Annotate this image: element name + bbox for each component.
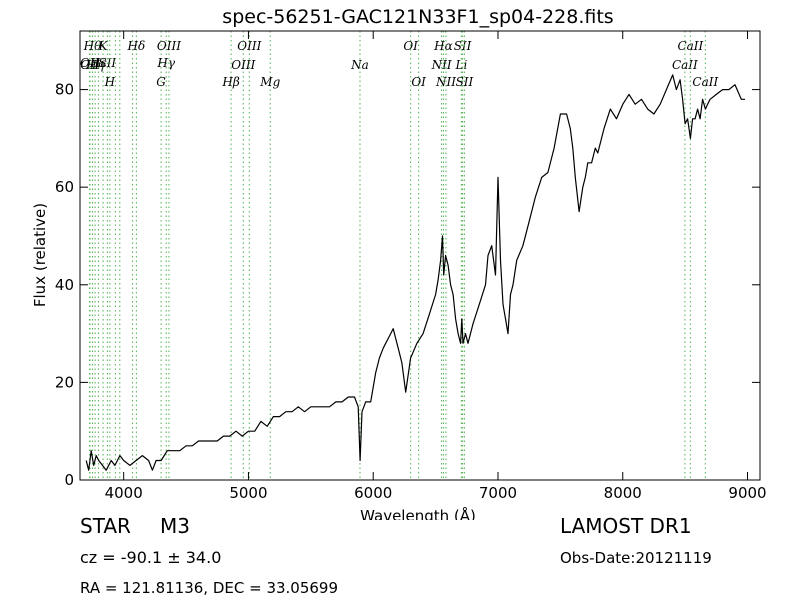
- spectrum-line: [85, 74, 745, 471]
- plot-frame: [79, 30, 761, 481]
- object-subclass: M3: [160, 514, 190, 538]
- x-tick-label: 9000: [728, 484, 766, 502]
- marker-label: Mg: [259, 75, 280, 89]
- spectrum-series: [85, 74, 745, 471]
- survey-name: LAMOST DR1: [560, 514, 692, 538]
- marker-label: Hδ: [127, 39, 146, 53]
- marker-label: Hγ: [156, 56, 175, 70]
- object-class: STAR: [80, 514, 131, 538]
- marker-label: Na: [350, 58, 369, 72]
- chart-title: spec-56251-GAC121N33F1_sp04-228.fits: [222, 6, 613, 28]
- x-tick-label: 4000: [105, 484, 143, 502]
- x-tick-label: 5000: [229, 484, 267, 502]
- marker-label: H: [104, 75, 116, 89]
- y-axis-label: Flux (relative): [31, 203, 49, 307]
- marker-label: OI: [403, 39, 418, 53]
- marker-label: G: [156, 75, 166, 89]
- x-tick-label: 7000: [479, 484, 517, 502]
- x-tick-label: 6000: [354, 484, 392, 502]
- x-tick-label: 8000: [604, 484, 642, 502]
- marker-label: Hθ: [83, 39, 102, 53]
- marker-label: CaII: [672, 58, 698, 72]
- marker-label: CaII: [677, 39, 703, 53]
- marker-label: Hβ: [221, 75, 239, 89]
- line-markers: OIIOIIHθHηHεKSIIHHδGHγOIIIHβOIIIOIIIMgNa…: [80, 31, 719, 480]
- marker-label: Li: [455, 58, 468, 72]
- spectrum-chart: spec-56251-GAC121N33F1_sp04-228.fits OII…: [31, 6, 767, 520]
- marker-label: SII: [454, 39, 472, 53]
- y-tick-label: 40: [55, 276, 74, 294]
- marker-label: CaII: [692, 75, 718, 89]
- y-tick-label: 60: [55, 178, 74, 196]
- redshift-cz: cz = -90.1 ± 34.0: [80, 548, 222, 567]
- y-tick-label: 20: [55, 373, 74, 391]
- axes: 4000 5000 6000 7000 8000 9000 0 20 40 60 80: [55, 30, 767, 502]
- observation-date: Obs-Date:20121119: [560, 549, 712, 567]
- coordinates: RA = 121.81136, DEC = 33.05699: [80, 579, 339, 597]
- y-tick-label: 0: [64, 471, 74, 489]
- marker-label: OI: [411, 75, 426, 89]
- marker-label: Hε: [89, 56, 107, 70]
- marker-label: OIII: [231, 58, 255, 72]
- marker-label: K: [98, 39, 109, 53]
- marker-label: OIII: [237, 39, 261, 53]
- marker-label: OIII: [157, 39, 181, 53]
- marker-label: SII: [456, 75, 474, 89]
- x-axis-label: Wavelength (Å): [360, 506, 476, 520]
- marker-label: SII: [98, 56, 116, 70]
- marker-label: NII: [435, 75, 456, 89]
- marker-label: NII: [431, 58, 452, 72]
- marker-label: Hα: [433, 39, 453, 53]
- marker-label: Hη: [85, 58, 104, 72]
- y-tick-label: 80: [55, 81, 74, 99]
